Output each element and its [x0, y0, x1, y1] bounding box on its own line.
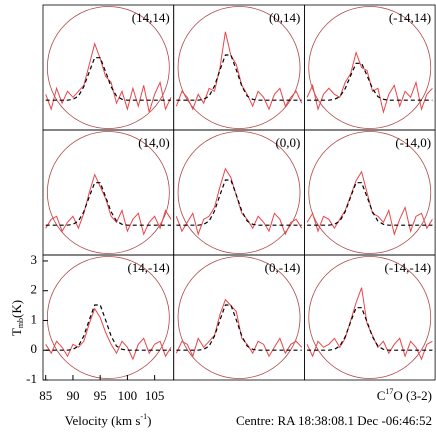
x-tick-label: 95	[94, 388, 107, 403]
centre-label: Centre: RA 18:38:08.1 Dec -06:46:52	[236, 413, 432, 428]
spectrum	[306, 287, 433, 361]
beam	[177, 131, 301, 254]
fit	[307, 62, 433, 101]
line-label: C17O (3-2)	[377, 387, 432, 403]
spectrum	[306, 50, 433, 115]
panel-frame	[303, 254, 436, 381]
beam	[308, 6, 432, 129]
x-tick-label: 90	[66, 388, 79, 403]
beam	[46, 256, 170, 379]
spectrum	[45, 307, 172, 361]
y-tick-label: 3	[31, 252, 38, 267]
y-axis-label: Tmb(K)	[9, 300, 25, 336]
panel-label: (0,14)	[269, 10, 300, 25]
beam	[46, 6, 170, 129]
spectrum	[45, 173, 172, 236]
beam	[46, 131, 170, 254]
beam	[177, 6, 301, 129]
panel-label: (14,0)	[138, 135, 169, 150]
y-tick-label: -1	[26, 371, 37, 386]
fit	[176, 54, 302, 101]
x-tick-label: 85	[39, 388, 52, 403]
spectrum	[45, 42, 172, 113]
y-tick-label: 1	[31, 311, 38, 326]
fit	[45, 57, 171, 101]
panel-label: (0,0)	[275, 135, 300, 150]
panel-label: (0,-14)	[265, 260, 301, 275]
fit	[307, 307, 433, 351]
spectrum	[175, 31, 303, 111]
x-axis-label: Velocity (km s-1)	[65, 412, 152, 428]
x-tick-label: 105	[145, 388, 165, 403]
spectrum	[175, 167, 303, 236]
panel-label: (-14,14)	[389, 10, 431, 25]
panel-label: (14,-14)	[127, 260, 169, 275]
panel-label: (14,14)	[132, 10, 170, 25]
y-tick-label: 2	[31, 282, 38, 297]
beam	[308, 131, 432, 254]
fit	[45, 182, 171, 226]
panel-label: (-14,0)	[395, 135, 431, 150]
panel-label: (-14,-14)	[385, 260, 432, 275]
fit	[307, 182, 433, 226]
beam	[177, 256, 301, 379]
beam	[308, 256, 432, 379]
fit	[176, 179, 302, 226]
fit	[45, 304, 171, 351]
spectrum	[175, 298, 303, 358]
spectrum	[306, 170, 433, 236]
x-tick-label: 100	[118, 388, 138, 403]
y-tick-label: 0	[31, 341, 38, 356]
fit	[176, 304, 302, 351]
